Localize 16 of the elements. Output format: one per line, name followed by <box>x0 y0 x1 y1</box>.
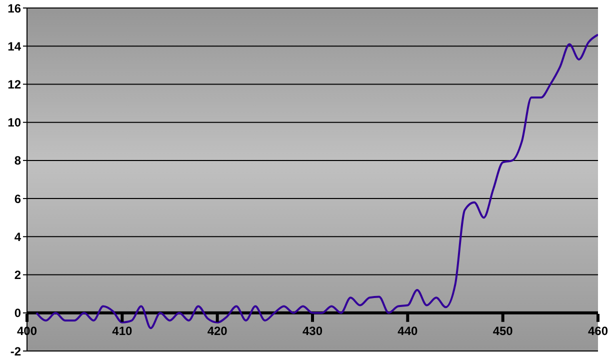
x-tick-label: 430 <box>302 324 323 338</box>
y-tick-label: 2 <box>14 268 22 282</box>
x-tick-label: 440 <box>398 324 418 338</box>
x-tick-label: 420 <box>207 324 228 338</box>
x-tick-label: 410 <box>112 324 132 338</box>
y-tick-label: -2 <box>10 344 22 358</box>
x-tick-label: 400 <box>16 324 38 338</box>
y-tick-label: 10 <box>8 116 22 130</box>
y-tick-label: 16 <box>8 1 22 16</box>
y-tick-label: 0 <box>14 306 22 320</box>
y-tick-label: 4 <box>14 230 22 244</box>
y-tick-label: 8 <box>14 154 22 168</box>
y-tick-label: 14 <box>8 39 22 54</box>
x-tick-label: 450 <box>492 324 514 338</box>
y-tick-label: 12 <box>8 77 22 92</box>
y-tick-label: 6 <box>14 192 22 206</box>
